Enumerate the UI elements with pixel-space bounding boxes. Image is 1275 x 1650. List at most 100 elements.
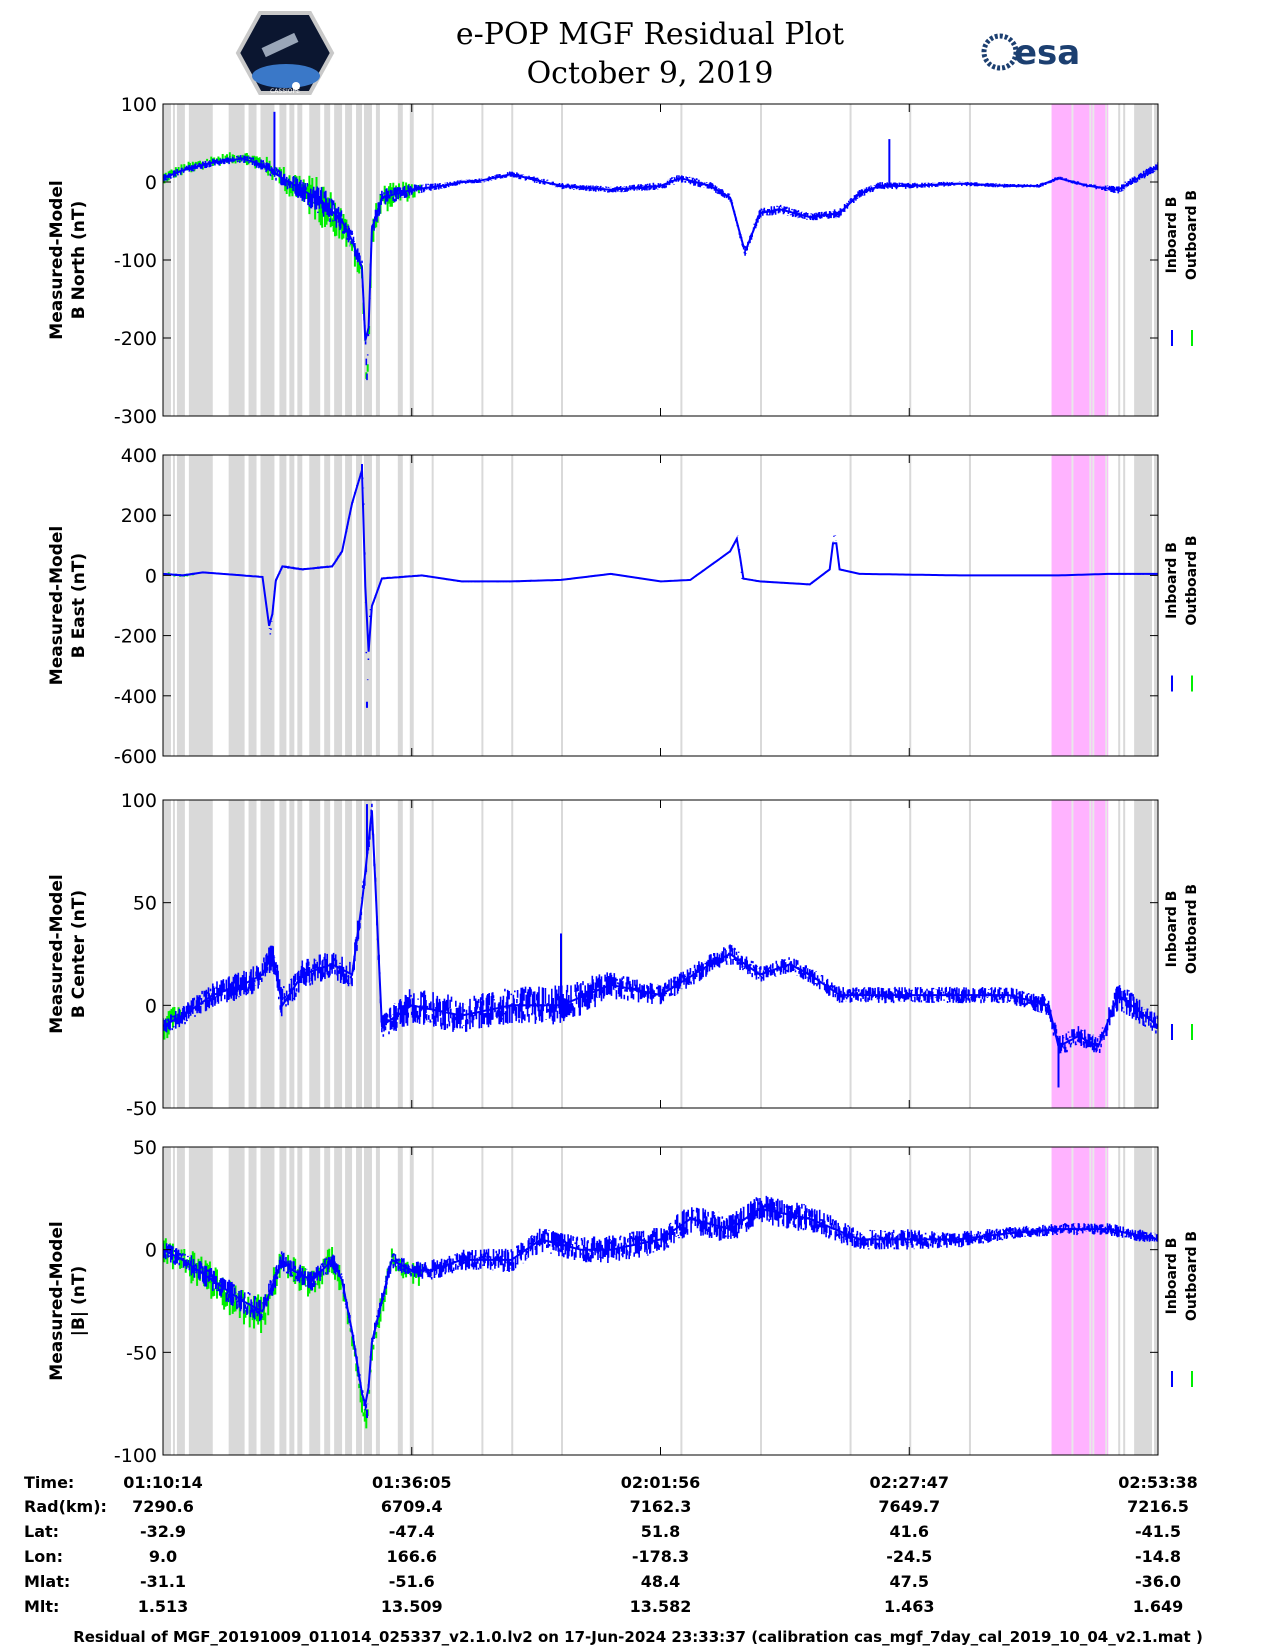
gap-line bbox=[511, 1147, 514, 1455]
gap-band bbox=[279, 104, 287, 416]
legend-outboard-label: Outboard B bbox=[1184, 535, 1200, 625]
gap-band bbox=[163, 800, 171, 1108]
gap-line bbox=[968, 1147, 971, 1455]
y-axis-label-line1: Measured-Model bbox=[47, 874, 67, 1033]
gap-band bbox=[188, 455, 213, 756]
x-row-label: Time: bbox=[24, 1473, 74, 1492]
gap-band bbox=[363, 800, 372, 1108]
gap-band bbox=[279, 800, 287, 1108]
magenta-gap-line bbox=[1092, 455, 1095, 756]
gap-band bbox=[324, 104, 331, 416]
gap-band bbox=[176, 1147, 185, 1455]
magenta-gap-line bbox=[1089, 455, 1092, 756]
gap-line bbox=[909, 1147, 912, 1455]
y-tick-label: -50 bbox=[126, 1342, 157, 1364]
x-table-cell: 9.0 bbox=[149, 1547, 177, 1566]
gap-line bbox=[431, 104, 434, 416]
y-tick-label: -100 bbox=[114, 1445, 157, 1467]
gap-band bbox=[188, 1147, 213, 1455]
series-inboard-trend-center bbox=[163, 810, 1158, 1048]
gap-band bbox=[334, 800, 343, 1108]
gap-band bbox=[363, 104, 372, 416]
gap-band bbox=[176, 455, 185, 756]
x-table-cell: 166.6 bbox=[386, 1547, 437, 1566]
magenta-band bbox=[1051, 104, 1109, 416]
gap-line bbox=[760, 455, 762, 756]
gap-band bbox=[163, 455, 171, 756]
gap-band bbox=[397, 800, 403, 1108]
magenta-band bbox=[1051, 1147, 1109, 1455]
x-table-cell: 7649.7 bbox=[878, 1497, 940, 1516]
gap-band bbox=[297, 1147, 303, 1455]
x-table-cell: 48.4 bbox=[641, 1572, 680, 1591]
gap-band bbox=[345, 800, 353, 1108]
gap-band bbox=[228, 104, 245, 416]
x-table-cell: -32.9 bbox=[140, 1522, 186, 1541]
y-tick-label: 0 bbox=[145, 172, 157, 194]
title-line2: October 9, 2019 bbox=[527, 56, 774, 91]
y-axis-label-line2: B North (nT) bbox=[69, 201, 89, 320]
gap-line bbox=[849, 800, 852, 1108]
magenta-gap-line bbox=[1092, 800, 1095, 1108]
gap-band bbox=[345, 1147, 353, 1455]
x-table-cell: 1.513 bbox=[138, 1597, 189, 1616]
x-table-cell: 02:27:47 bbox=[869, 1473, 949, 1492]
magenta-gap-line bbox=[1105, 1147, 1108, 1455]
x-table-cell: -51.6 bbox=[389, 1572, 435, 1591]
esa-logo-text: esa bbox=[1014, 33, 1080, 73]
gap-line bbox=[680, 455, 683, 756]
y-tick-label: 400 bbox=[121, 445, 157, 467]
gap-band bbox=[289, 104, 295, 416]
gap-band bbox=[260, 104, 275, 416]
gap-line bbox=[968, 800, 971, 1108]
gap-line bbox=[1118, 104, 1121, 416]
panel-total: -100 -50 0 50 Measured-Model |B| (nT) Inboard … bbox=[47, 1137, 1200, 1467]
title-line1: e-POP MGF Residual Plot bbox=[456, 17, 844, 52]
x-table-cell: 01:36:05 bbox=[372, 1473, 452, 1492]
y-tick-label: 200 bbox=[121, 505, 157, 527]
gap-band bbox=[397, 104, 403, 416]
gap-band bbox=[260, 455, 275, 756]
gap-line bbox=[849, 104, 852, 416]
gap-band bbox=[248, 104, 257, 416]
y-tick-label: 0 bbox=[145, 995, 157, 1017]
gap-line bbox=[760, 104, 762, 416]
x-row-label: Rad(km): bbox=[24, 1497, 107, 1516]
x-row-label: Lat: bbox=[24, 1522, 59, 1541]
gap-band bbox=[1154, 455, 1158, 756]
legend-inboard-label: Inboard B bbox=[1164, 891, 1180, 968]
gap-band bbox=[289, 1147, 295, 1455]
gap-line bbox=[561, 1147, 563, 1455]
x-row-label: Lon: bbox=[24, 1547, 63, 1566]
gap-band bbox=[176, 104, 185, 416]
gap-band bbox=[188, 104, 213, 416]
gap-band bbox=[172, 1147, 175, 1455]
x-table-cell: 13.509 bbox=[381, 1597, 443, 1616]
gap-line bbox=[680, 104, 683, 416]
legend-outboard-label: Outboard B bbox=[1184, 1231, 1200, 1321]
legend-inboard-label: Inboard B bbox=[1164, 542, 1180, 619]
gap-band bbox=[248, 800, 257, 1108]
gap-band bbox=[375, 104, 380, 416]
y-tick-label: -200 bbox=[114, 328, 157, 350]
y-axis-label-line2: B Center (nT) bbox=[69, 890, 89, 1018]
gap-band bbox=[297, 455, 303, 756]
panel-center: -50 0 50 100 Measured-Model B Center (nT) Inbo… bbox=[47, 790, 1200, 1120]
x-table-cell: 02:01:56 bbox=[621, 1473, 701, 1492]
magenta-gap-line bbox=[1071, 104, 1074, 416]
x-table-cell: 01:10:14 bbox=[123, 1473, 203, 1492]
gap-band bbox=[345, 104, 353, 416]
magenta-gap-line bbox=[1071, 800, 1074, 1108]
x-table-cell: 6709.4 bbox=[381, 1497, 443, 1516]
gap-line bbox=[760, 1147, 762, 1455]
gap-line bbox=[680, 1147, 683, 1455]
gap-band bbox=[228, 800, 245, 1108]
x-table-cell: -47.4 bbox=[389, 1522, 435, 1541]
legend-inboard-label: Inboard B bbox=[1164, 197, 1180, 274]
gap-line bbox=[1123, 1147, 1126, 1455]
gap-line bbox=[431, 1147, 434, 1455]
gap-band bbox=[279, 455, 287, 756]
magenta-gap-line bbox=[1105, 455, 1108, 756]
x-row-label: Mlat: bbox=[24, 1572, 70, 1591]
